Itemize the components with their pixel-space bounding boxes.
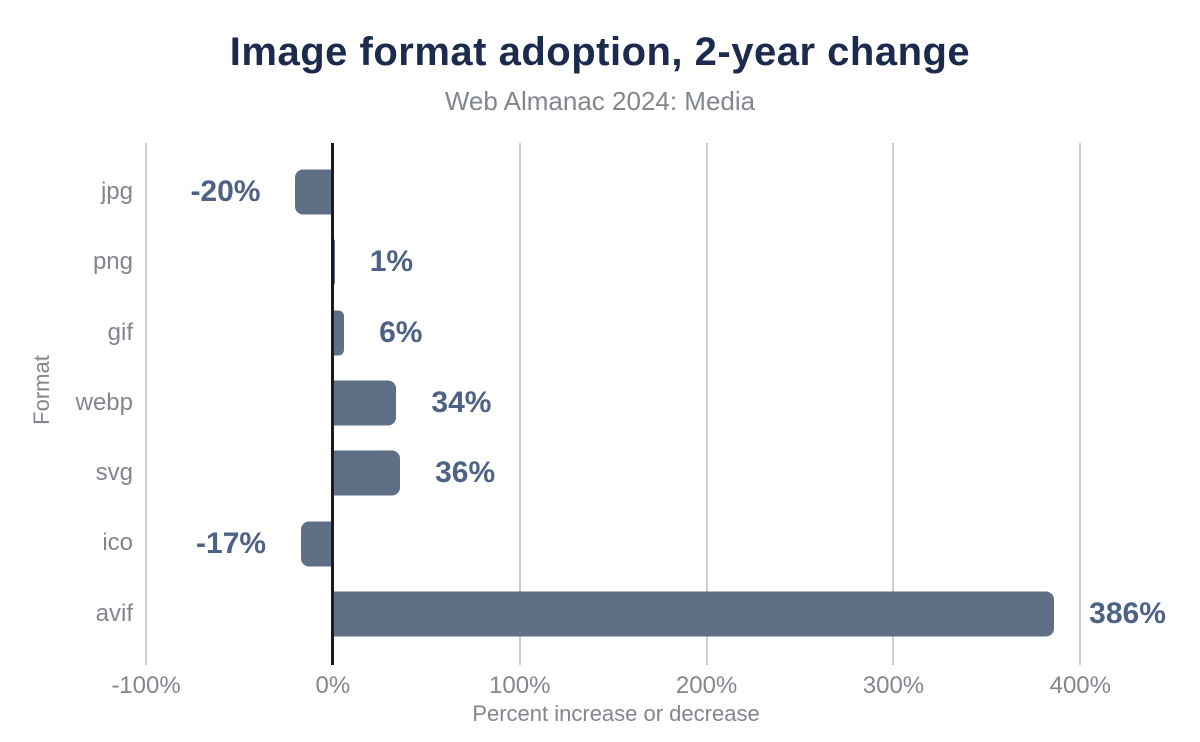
x-axis-title: Percent increase or decrease: [472, 701, 760, 726]
x-tick-label: 300%: [862, 672, 925, 699]
bar-svg[interactable]: [332, 450, 401, 496]
zero-axis-line: [331, 143, 335, 665]
gridline: [705, 143, 708, 665]
value-label-webp: 34%: [431, 385, 492, 419]
x-tick-label: -100%: [111, 672, 181, 699]
category-label-jpg: jpg: [100, 178, 133, 205]
category-label-gif: gif: [107, 318, 133, 346]
bar-row: 6%: [146, 298, 1170, 368]
x-tick-label: 0%: [315, 672, 351, 699]
value-label-avif: 386%: [1089, 596, 1166, 630]
gridline: [145, 143, 147, 665]
bar-row: 386%: [146, 579, 1170, 649]
x-tick-label: 400%: [1049, 672, 1111, 699]
gridline: [518, 143, 521, 665]
category-label-png: png: [92, 248, 133, 276]
gridline: [1079, 143, 1082, 665]
bar-avif[interactable]: [332, 591, 1055, 637]
category-axis: jpg png gif webp svg ico avif: [0, 143, 133, 665]
x-tick-label: 200%: [675, 672, 738, 699]
bar-ico[interactable]: [301, 521, 333, 567]
value-label-png: 1%: [369, 245, 414, 279]
bar-row: -20%: [146, 157, 1170, 227]
bar-gif[interactable]: [332, 310, 345, 356]
chart-title: Image format adoption, 2-year change: [229, 30, 971, 74]
category-label-webp: webp: [75, 388, 133, 416]
bar-webp[interactable]: [332, 380, 397, 426]
value-label-gif: 6%: [379, 315, 423, 349]
bar-row: -17%: [146, 508, 1170, 578]
bar-row: 34%: [146, 368, 1170, 438]
x-tick-label: 100%: [489, 672, 551, 699]
value-label-svg: 36%: [435, 456, 496, 490]
category-label-ico: ico: [102, 529, 133, 557]
bar-row: 36%: [146, 438, 1170, 508]
category-label-avif: avif: [95, 599, 133, 627]
bar-jpg[interactable]: [295, 169, 333, 215]
plot-area: -20% 1% 6% 34% 36% -17% 386%: [145, 143, 1170, 665]
value-label-ico: -17%: [196, 526, 267, 560]
bar-row: 1%: [146, 227, 1170, 297]
chart-subtitle: Web Almanac 2024: Media: [444, 86, 756, 116]
category-label-svg: svg: [95, 459, 133, 487]
gridline: [892, 143, 895, 665]
x-axis-ticks: -100% 0% 100% 200% 300% 400%: [111, 672, 1170, 700]
value-label-jpg: -20%: [190, 175, 261, 209]
